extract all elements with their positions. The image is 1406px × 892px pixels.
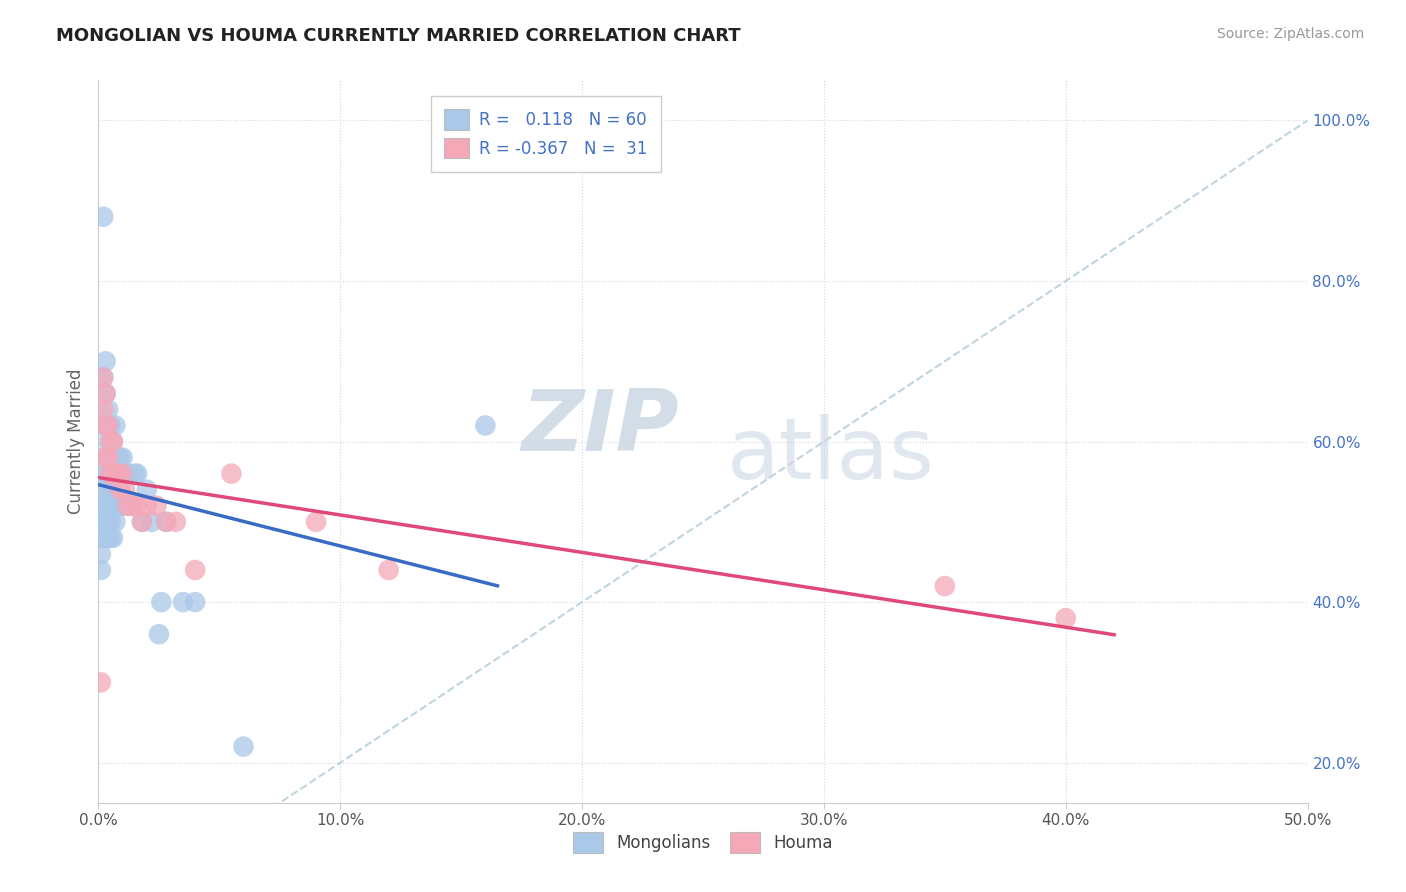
- Point: [135, 499, 157, 513]
- Point: [94, 483, 117, 497]
- Point: [184, 595, 207, 609]
- Point: [117, 467, 139, 481]
- Point: [94, 386, 117, 401]
- Point: [94, 450, 117, 465]
- Point: [108, 450, 131, 465]
- Point: [135, 483, 157, 497]
- Point: [104, 418, 127, 433]
- Point: [111, 450, 134, 465]
- Point: [100, 531, 122, 545]
- Point: [91, 370, 114, 384]
- Point: [94, 467, 117, 481]
- Point: [1054, 611, 1077, 625]
- Point: [94, 499, 117, 513]
- Point: [101, 499, 124, 513]
- Point: [104, 515, 127, 529]
- Point: [90, 531, 112, 545]
- Point: [108, 499, 131, 513]
- Point: [101, 467, 124, 481]
- Point: [94, 531, 117, 545]
- Point: [155, 515, 177, 529]
- Text: atlas: atlas: [727, 415, 935, 498]
- Point: [107, 499, 129, 513]
- Point: [100, 450, 122, 465]
- Point: [94, 354, 117, 368]
- Point: [108, 483, 131, 497]
- Point: [90, 547, 112, 561]
- Point: [127, 499, 149, 513]
- Point: [101, 467, 124, 481]
- Point: [100, 515, 122, 529]
- Point: [172, 595, 194, 609]
- Point: [148, 627, 170, 641]
- Y-axis label: Currently Married: Currently Married: [66, 368, 84, 515]
- Point: [474, 418, 496, 433]
- Point: [104, 467, 127, 481]
- Text: ZIP: ZIP: [522, 385, 679, 468]
- Point: [90, 515, 112, 529]
- Point: [107, 450, 129, 465]
- Point: [91, 210, 114, 224]
- Point: [232, 739, 254, 754]
- Point: [90, 563, 112, 577]
- Legend: Mongolians, Houma: Mongolians, Houma: [567, 826, 839, 860]
- Point: [124, 467, 146, 481]
- Point: [150, 595, 173, 609]
- Point: [114, 483, 136, 497]
- Point: [94, 418, 117, 433]
- Point: [165, 515, 187, 529]
- Point: [91, 450, 114, 465]
- Point: [141, 515, 163, 529]
- Point: [97, 531, 120, 545]
- Point: [377, 563, 399, 577]
- Point: [111, 499, 134, 513]
- Point: [91, 515, 114, 529]
- Point: [97, 434, 120, 449]
- Point: [111, 467, 134, 481]
- Point: [97, 402, 120, 417]
- Point: [91, 418, 114, 433]
- Point: [91, 483, 114, 497]
- Point: [104, 467, 127, 481]
- Point: [94, 450, 117, 465]
- Point: [91, 370, 114, 384]
- Point: [94, 386, 117, 401]
- Point: [94, 515, 117, 529]
- Point: [100, 418, 122, 433]
- Text: MONGOLIAN VS HOUMA CURRENTLY MARRIED CORRELATION CHART: MONGOLIAN VS HOUMA CURRENTLY MARRIED COR…: [56, 27, 741, 45]
- Text: Source: ZipAtlas.com: Source: ZipAtlas.com: [1216, 27, 1364, 41]
- Point: [100, 467, 122, 481]
- Point: [305, 515, 328, 529]
- Point: [184, 563, 207, 577]
- Point: [131, 515, 153, 529]
- Point: [100, 434, 122, 449]
- Point: [107, 467, 129, 481]
- Point: [114, 467, 136, 481]
- Point: [97, 450, 120, 465]
- Point: [101, 531, 124, 545]
- Point: [101, 434, 124, 449]
- Point: [97, 418, 120, 433]
- Point: [121, 499, 143, 513]
- Point: [94, 418, 117, 433]
- Point: [101, 434, 124, 449]
- Point: [97, 515, 120, 529]
- Point: [221, 467, 243, 481]
- Point: [155, 515, 177, 529]
- Point: [131, 515, 153, 529]
- Point: [118, 499, 141, 513]
- Point: [100, 483, 122, 497]
- Point: [117, 499, 139, 513]
- Point: [91, 402, 114, 417]
- Point: [145, 499, 167, 513]
- Point: [121, 499, 143, 513]
- Point: [127, 467, 149, 481]
- Point: [90, 675, 112, 690]
- Point: [90, 499, 112, 513]
- Point: [97, 467, 120, 481]
- Point: [934, 579, 956, 593]
- Point: [97, 499, 120, 513]
